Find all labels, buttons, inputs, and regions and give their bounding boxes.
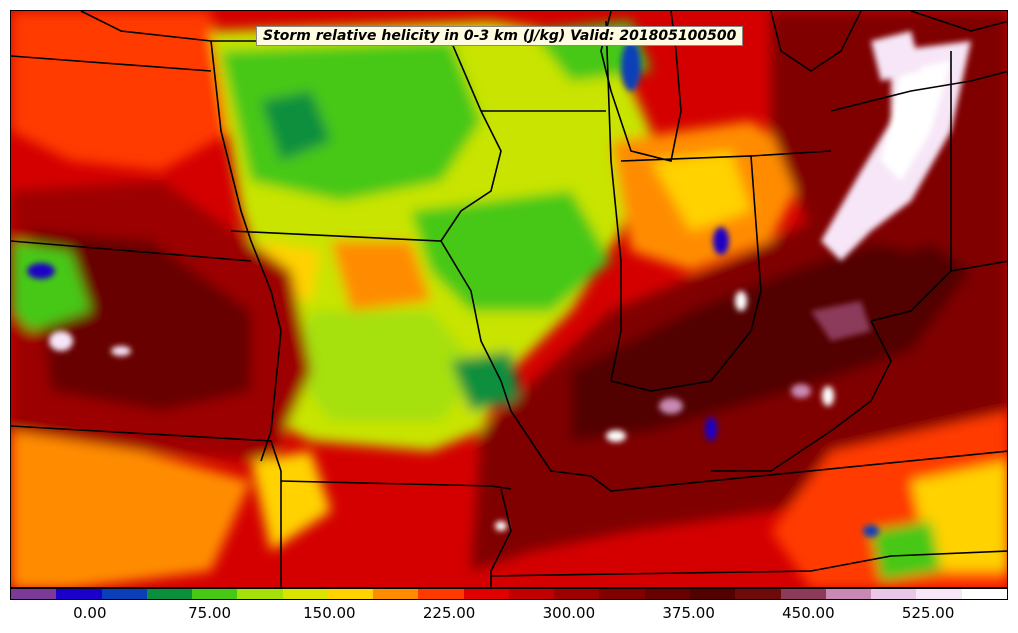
color-scale-segment xyxy=(825,589,872,599)
color-scale-bar xyxy=(10,588,1008,600)
color-scale-tick-label: 75.00 xyxy=(188,604,232,622)
color-scale-tick-label: 375.00 xyxy=(662,604,715,622)
color-scale-tick-label: 225.00 xyxy=(422,604,476,622)
helicity-map[interactable]: Storm relative helicity in 0-3 km (J/kg)… xyxy=(10,10,1008,588)
color-scale-segment xyxy=(871,589,917,599)
color-scale-segment xyxy=(11,589,57,599)
color-scale-segment xyxy=(282,589,328,599)
color-scale-segment xyxy=(599,589,645,599)
color-scale-tick-label: 450.00 xyxy=(782,604,835,622)
color-scale-segment xyxy=(644,589,690,599)
color-scale-segment xyxy=(916,589,962,599)
color-scale-segment xyxy=(327,589,374,599)
color-scale-segment xyxy=(373,589,419,599)
color-scale-segment xyxy=(418,589,464,599)
color-scale-segment xyxy=(101,589,147,599)
color-scale-segment xyxy=(780,589,826,599)
color-scale-segment xyxy=(508,589,555,599)
color-scale-tick-label: 300.00 xyxy=(542,604,596,622)
map-canvas xyxy=(11,11,1007,587)
color-scale-tick-label: 150.00 xyxy=(303,604,356,622)
color-scale-segment xyxy=(961,589,1007,599)
map-title: Storm relative helicity in 0-3 km (J/kg)… xyxy=(256,26,744,46)
color-scale-segment xyxy=(554,589,600,599)
color-scale-segment xyxy=(192,589,238,599)
color-scale-segment xyxy=(689,589,736,599)
color-scale-ticks: 0.00 75.00 150.00 225.00 300.00 375.00 450.00 5… xyxy=(10,600,1008,630)
color-scale-segment xyxy=(237,589,283,599)
color-scale-tick-label: 0.00 xyxy=(73,604,107,622)
color-scale-segment xyxy=(146,589,193,599)
color-scale-tick-label: 525.00 xyxy=(901,604,955,622)
color-scale-segment xyxy=(463,589,509,599)
color-scale-segment xyxy=(735,589,781,599)
color-scale-segment xyxy=(56,589,102,599)
